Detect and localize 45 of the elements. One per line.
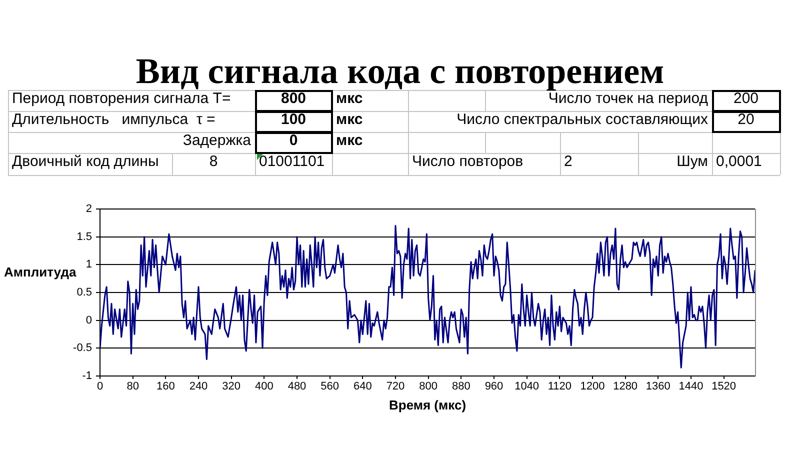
text: Двоичный код длины [12, 153, 159, 170]
text: мкс [336, 111, 363, 128]
text: мкс [336, 90, 363, 107]
x-tick-label: 0 [96, 380, 104, 393]
text: мкс [336, 132, 363, 149]
y-tick-label: -0.5 [73, 342, 92, 354]
x-tick-label: 400 [254, 380, 274, 393]
text: Период повторения сигнала T= [12, 90, 231, 107]
y-tick-label: 2 [86, 203, 92, 216]
x-tick-label: 1200 [580, 380, 605, 393]
y-tick-label: 0 [86, 314, 92, 326]
text: 8 [209, 153, 218, 170]
x-tick-label: 320 [222, 380, 241, 393]
text: Число спектральных составляющих [456, 111, 708, 128]
text: Задержка [182, 132, 251, 149]
x-tick-label: 960 [484, 380, 504, 393]
y-tick-label: 1.5 [76, 230, 92, 243]
text: Шум [676, 153, 708, 170]
x-tick-label: 80 [126, 380, 139, 393]
x-tick-label: 1280 [613, 380, 638, 393]
x-tick-label: 640 [353, 380, 372, 393]
x-tick-label: 560 [320, 380, 340, 393]
x-tick-label: 1520 [712, 380, 736, 393]
x-tick-label: 1120 [548, 380, 572, 393]
text: Число повторов [412, 153, 524, 170]
x-tick-label: 1040 [514, 380, 540, 393]
x-tick-label: 720 [386, 380, 405, 393]
text: Число точек на период [548, 90, 708, 107]
y-tick-label: 0.5 [76, 286, 92, 299]
chart-title: Вид сигнала кода с повторением [136, 51, 664, 91]
text: Длительность импульса τ = [12, 111, 216, 128]
text: 0,0001 [716, 153, 762, 170]
x-tick-label: 1360 [646, 380, 670, 393]
x-tick-label: 800 [419, 380, 438, 393]
y-axis-title: Амплитуда [4, 264, 77, 280]
x-axis-title: Время (мкс) [388, 398, 466, 413]
x-tick-label: 480 [288, 380, 306, 393]
y-tick-label: 1 [86, 258, 92, 271]
x-tick-label: 1440 [678, 380, 704, 393]
x-tick-label: 240 [189, 380, 208, 393]
x-tick-label: 160 [156, 380, 175, 393]
text: 2 [564, 153, 572, 170]
y-tick-label: -1 [82, 370, 92, 382]
text: 01001101 [259, 153, 325, 170]
x-tick-label: 880 [452, 380, 470, 393]
